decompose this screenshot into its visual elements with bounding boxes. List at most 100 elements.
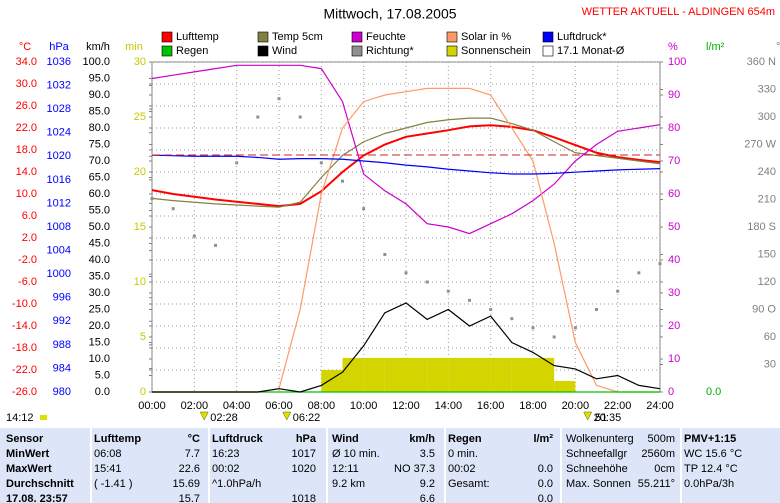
table-cell: Luftdruck [212,433,263,445]
y-tick-label: 0.0 [706,386,721,398]
y-tick-label: -14.0 [12,320,37,332]
direction-dot [425,280,429,284]
sunshine-bar [533,357,555,392]
table-cell: 0.0hPa/3h [684,478,735,490]
table-cell: ( -1.41 ) [94,478,133,490]
table-cell: MinWert [6,448,50,460]
legend-label: Feuchte [366,31,406,43]
table-cell: WC 15.6 °C [684,448,743,460]
table-cell: Lufttemp [94,433,142,445]
table-cell: Schneehöhe [566,463,628,475]
marker-label: 02:28 [210,412,238,424]
table-cell: 17.08. 23:57 [6,493,68,503]
table-cell: 00:02 [212,463,240,475]
y-tick-label: 180 S [747,221,776,233]
y-tick-label: 70.0 [89,155,110,167]
x-tick-label: 14:00 [435,400,463,412]
sun-icon [40,415,47,420]
axis-title: min [125,41,143,53]
footer-right: 51 [595,412,607,424]
y-tick-label: 300 [758,111,776,123]
column-separator [326,428,328,503]
table-cell: 500m [647,433,675,445]
x-tick-label: 12:00 [392,400,420,412]
table-cell: Gesamt: [448,478,490,490]
legend-swatch [542,45,554,57]
column-separator [208,428,210,503]
y-tick-label: 15 [134,221,146,233]
table-cell: 2560m [641,448,675,460]
y-tick-label: -26.0 [12,386,37,398]
sunshine-bar [511,357,533,392]
legend-swatch [161,31,173,43]
x-tick-label: 16:00 [477,400,505,412]
table-cell: 15:41 [94,463,122,475]
direction-dot [235,161,239,165]
y-tick-label: 240 [758,166,776,178]
table-cell: 7.7 [184,448,200,460]
table-cell: 15.69 [172,478,200,490]
y-tick-label: 25.0 [89,303,110,315]
x-tick-label: 04:00 [223,400,251,412]
y-tick-label: 1020 [47,150,71,162]
direction-dot [446,289,450,293]
y-tick-label: 996 [53,292,71,304]
chart-title: Mittwoch, 17.08.2005 [323,6,456,22]
table-cell: 9.2 km [332,478,366,490]
direction-dot [214,243,217,247]
legend-swatch [257,31,269,43]
legend-swatch [161,45,173,57]
station: WETTER AKTUELL - ALDINGEN 654m [582,6,775,18]
y-tick-label: 10 [134,276,146,288]
x-tick-label: 08:00 [308,400,336,412]
y-tick-label: 70 [668,155,680,167]
table-cell: 1018 [291,493,316,503]
y-tick-label: -2.0 [18,254,37,266]
direction-dot [637,271,641,275]
y-tick-label: 30 [668,287,680,299]
direction-dot [552,335,556,339]
table-cell: Wolkenunterg [566,433,634,445]
legend-swatch [351,31,363,43]
direction-dot [616,289,620,293]
direction-dot [362,207,366,211]
table-cell: 15.7 [178,493,200,503]
sunshine-bar [384,357,406,392]
y-tick-label: 1016 [47,174,71,186]
table-cell: 3.5 [419,448,435,460]
axis-title: hPa [49,41,69,53]
table-cell: 9.2 [419,478,435,490]
legend-label: Regen [176,45,208,57]
direction-dot [383,253,387,256]
y-tick-label: 1028 [47,103,71,115]
marker-icon [583,411,593,421]
legend-label: Lufttemp [176,31,219,43]
table-cell: km/h [409,433,435,445]
y-tick-label: 34.0 [16,56,37,68]
table-cell: 0.0 [537,493,553,503]
y-tick-label: 210 [758,193,776,205]
legend-label: Temp 5cm [272,31,323,43]
table-cell: 1020 [291,463,316,475]
table-cell: 55.211° [637,478,675,490]
y-tick-label: 45.0 [89,237,110,249]
y-tick-label: 22.0 [16,122,37,134]
direction-dot [468,298,471,302]
y-tick-label: 55.0 [89,204,110,216]
sunshine-bar [427,357,449,392]
y-tick-label: 90.0 [89,89,110,101]
y-tick-label: 80.0 [89,122,110,134]
direction-dot [595,308,598,311]
sunshine-bar [469,357,491,392]
y-tick-label: -6.0 [18,276,37,288]
table-cell: MaxWert [6,463,52,475]
table-cell: 0.0 [537,463,553,475]
y-tick-label: 100.0 [82,56,110,68]
y-tick-label: 360 N [747,56,776,68]
y-tick-label: 60 [668,188,680,200]
y-tick-label: -10.0 [12,298,37,310]
column-separator [444,428,446,503]
x-tick-label: 22:00 [604,400,632,412]
y-tick-label: 1000 [47,268,71,280]
